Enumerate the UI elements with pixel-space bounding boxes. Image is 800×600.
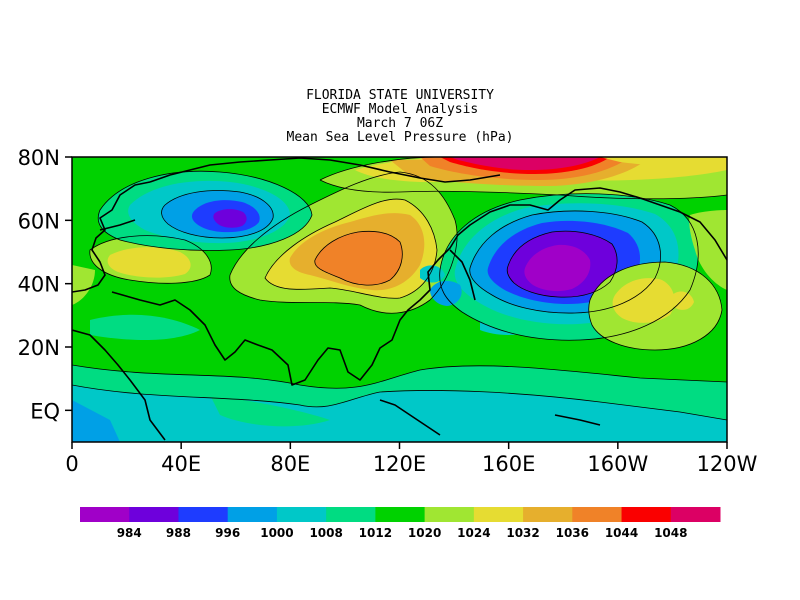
colorbar-swatch	[424, 507, 475, 522]
colorbar-swatch	[227, 507, 278, 522]
aleutian-low	[420, 193, 699, 341]
y-tick-label: 20N	[18, 336, 60, 360]
title-institution: FLORIDA STATE UNIVERSITY	[306, 88, 494, 103]
ural-low	[98, 171, 313, 251]
colorbar-label: 996	[215, 526, 240, 540]
x-tick-label: 40E	[161, 452, 201, 476]
y-tick-label: EQ	[30, 399, 60, 423]
pacific-high	[588, 210, 727, 350]
colorbar-label: 1048	[654, 526, 687, 540]
isobar-lines	[72, 157, 727, 421]
colorbar-swatch	[178, 507, 229, 522]
colorbar-swatch	[326, 507, 376, 522]
arctic-high	[320, 157, 727, 199]
colorbar-label: 1008	[309, 526, 342, 540]
colorbar-swatch	[670, 507, 721, 522]
x-tick-label: 80E	[270, 452, 310, 476]
title-date: March 7 06Z	[356, 116, 444, 131]
pressure-field	[72, 157, 727, 442]
y-tick-label: 60N	[18, 209, 60, 233]
colorbar-label: 1020	[408, 526, 441, 540]
colorbar-swatch	[80, 507, 130, 522]
x-tick-label: 120E	[373, 452, 426, 476]
coastlines	[72, 157, 727, 441]
colorbar-label: 1012	[359, 526, 392, 540]
colorbar: 984 988 996 1000 1008 1012 1020 1024 1032 1036 104…	[80, 507, 721, 540]
colorbar-label: 1024	[457, 526, 490, 540]
title-model: ECMWF Model Analysis	[321, 102, 479, 117]
colorbar-label: 1044	[605, 526, 638, 540]
colorbar-label: 988	[166, 526, 191, 540]
x-tick-label: 160E	[482, 452, 535, 476]
colorbar-label: 1032	[506, 526, 539, 540]
colorbar-label: 1000	[260, 526, 293, 540]
colorbar-swatch	[129, 507, 179, 522]
x-tick-label: 0	[65, 452, 78, 476]
colorbar-swatch	[473, 507, 524, 522]
colorbar-swatch	[621, 507, 672, 522]
colorbar-swatch	[523, 507, 573, 522]
y-tick-label: 40N	[18, 273, 60, 297]
colorbar-swatch	[276, 507, 327, 522]
y-tick-label: 80N	[18, 146, 60, 170]
colorbar-swatch	[572, 507, 623, 522]
x-tick-label: 120W	[697, 452, 758, 476]
colorbar-label: 984	[117, 526, 142, 540]
colorbar-swatch	[375, 507, 426, 522]
title-variable: Mean Sea Level Pressure (hPa)	[286, 130, 514, 145]
x-tick-label: 160W	[587, 452, 648, 476]
colorbar-label: 1036	[556, 526, 589, 540]
map-axes: 0 40E 80E 120E 160E 160W 120W EQ 20N 40N 60N 80N	[18, 146, 758, 476]
